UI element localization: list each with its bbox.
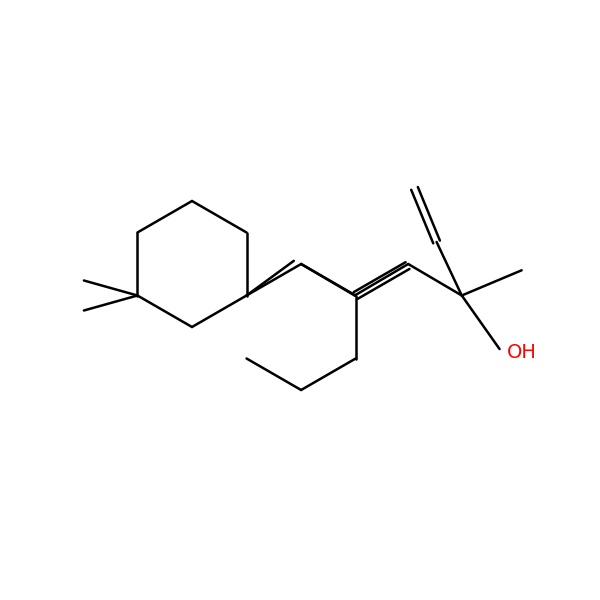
Text: OH: OH: [507, 343, 536, 362]
